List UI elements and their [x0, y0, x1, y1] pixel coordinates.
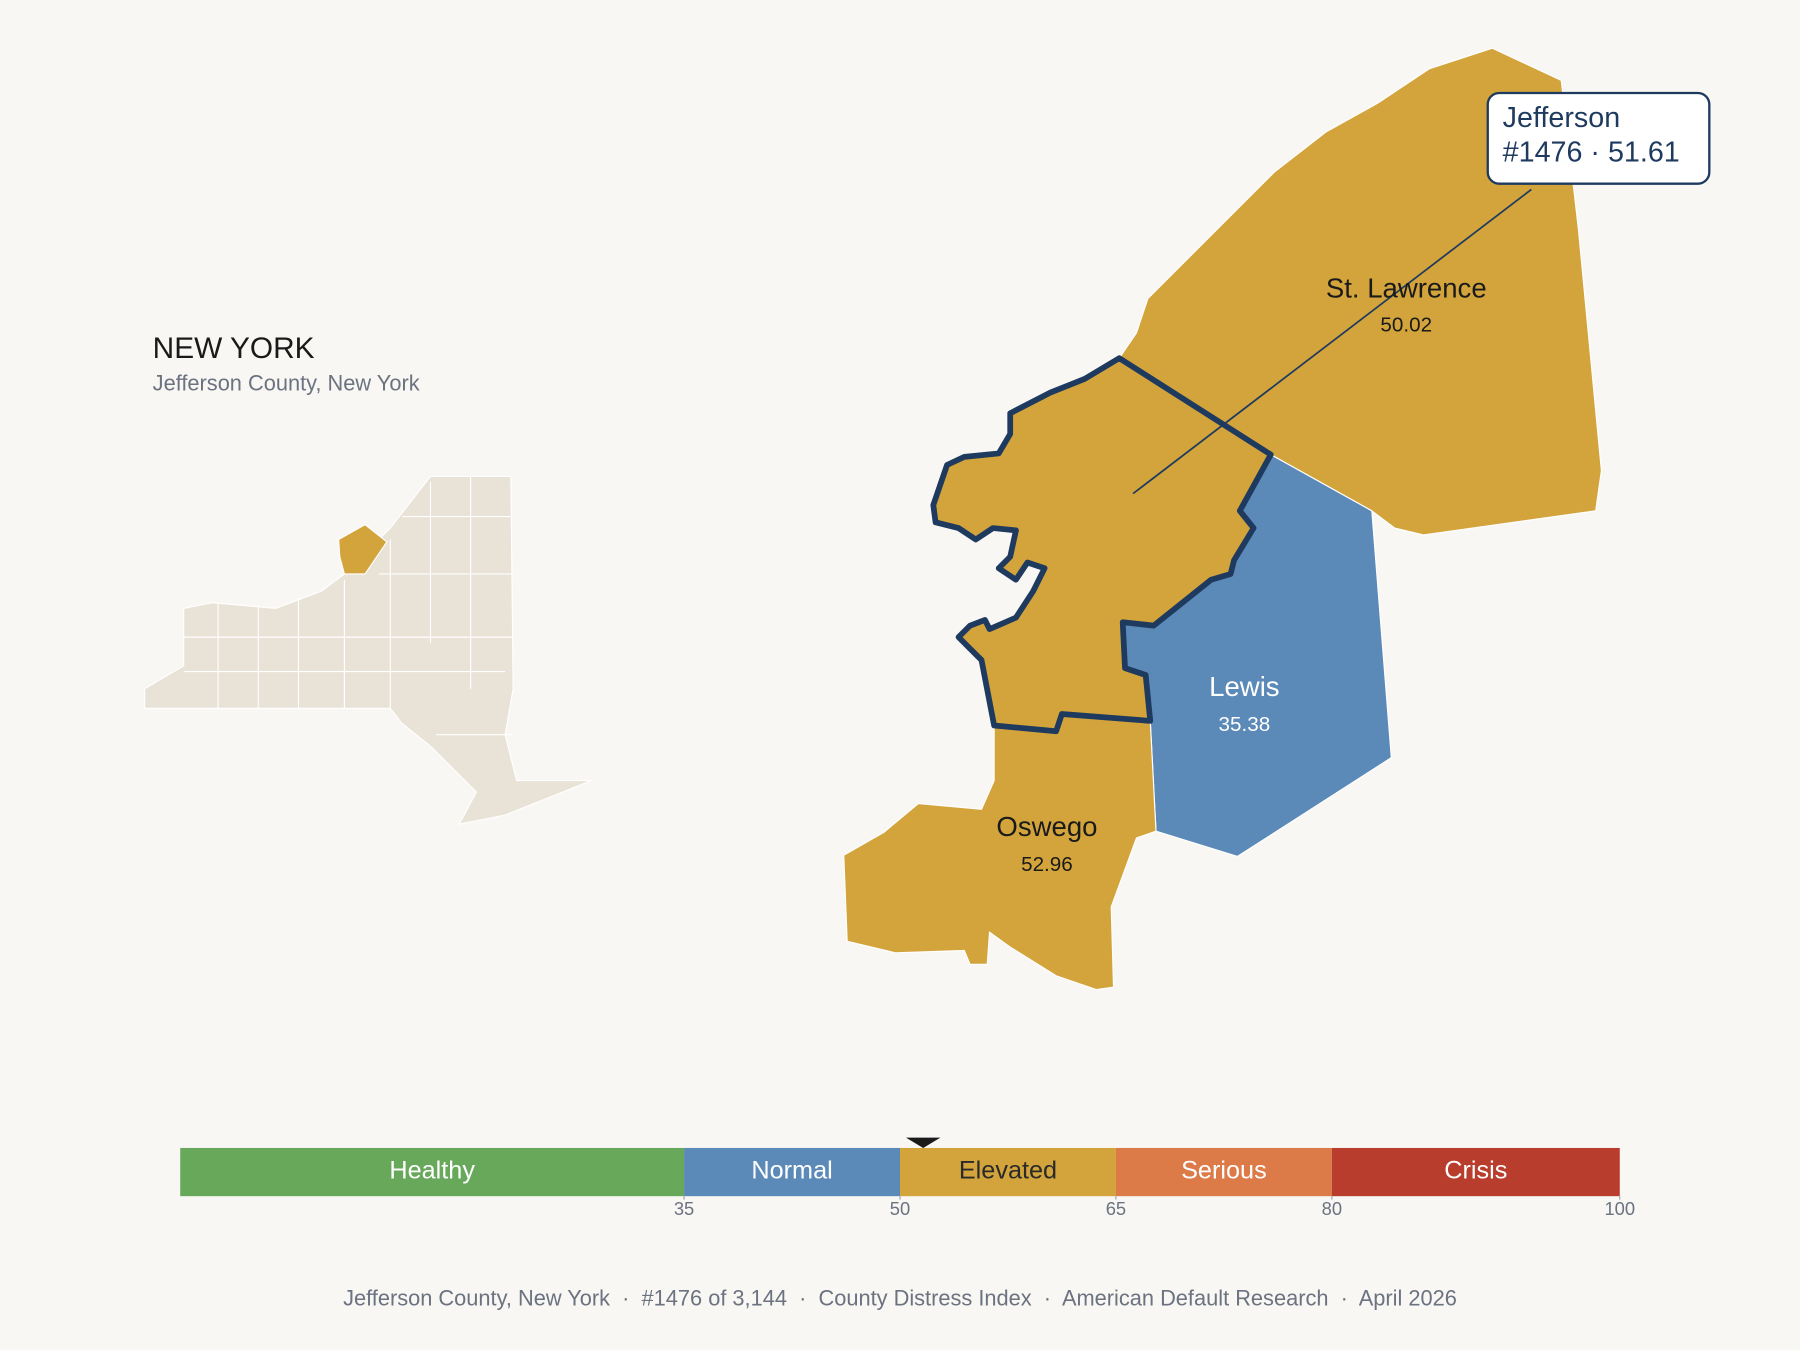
- callout-name: Jefferson: [1503, 102, 1620, 134]
- state-title: NEW YORK: [153, 332, 315, 365]
- scale-tick-label: 65: [1106, 1198, 1126, 1219]
- inset-line: [183, 476, 514, 736]
- county-value: 35.38: [1219, 713, 1271, 736]
- scale-band: [1115, 1147, 1332, 1197]
- score-marker: [905, 1137, 941, 1148]
- county-shape: [843, 713, 1157, 991]
- inset-jefferson: [338, 523, 388, 575]
- scale-band: [180, 1147, 685, 1197]
- focus-county[interactable]: [930, 355, 1274, 735]
- scale-band-label: Crisis: [1444, 1157, 1507, 1185]
- footer: Jefferson County, New York · #1476 of 3,…: [343, 1285, 1457, 1310]
- scale-tick-label: 100: [1604, 1198, 1635, 1219]
- scale-band-label: Healthy: [389, 1157, 475, 1185]
- subtitle: Jefferson County, New York: [153, 370, 420, 395]
- county-name: St. Lawrence: [1326, 273, 1487, 304]
- callout-leader: [1132, 188, 1532, 495]
- scale-band: [684, 1147, 900, 1197]
- county-value: 52.96: [1021, 853, 1073, 876]
- scale-band-label: Serious: [1181, 1157, 1267, 1185]
- callout-box: [1486, 91, 1711, 185]
- scale-tick-label: 50: [890, 1198, 910, 1219]
- scale-tick-label: 35: [674, 1198, 694, 1219]
- county-value: 50.02: [1380, 313, 1432, 336]
- scale-band: [900, 1147, 1116, 1197]
- inset-county-lines: [183, 476, 514, 736]
- county-shape: [1118, 47, 1602, 536]
- scale-band-label: Normal: [751, 1157, 832, 1185]
- scale-band: [1331, 1147, 1620, 1197]
- callout-rank: #1476 · 51.61: [1503, 136, 1680, 168]
- county-name: Oswego: [996, 811, 1097, 842]
- scale-tick-label: 80: [1322, 1198, 1342, 1219]
- county-name: Lewis: [1209, 671, 1279, 702]
- scale-band-label: Elevated: [959, 1157, 1057, 1185]
